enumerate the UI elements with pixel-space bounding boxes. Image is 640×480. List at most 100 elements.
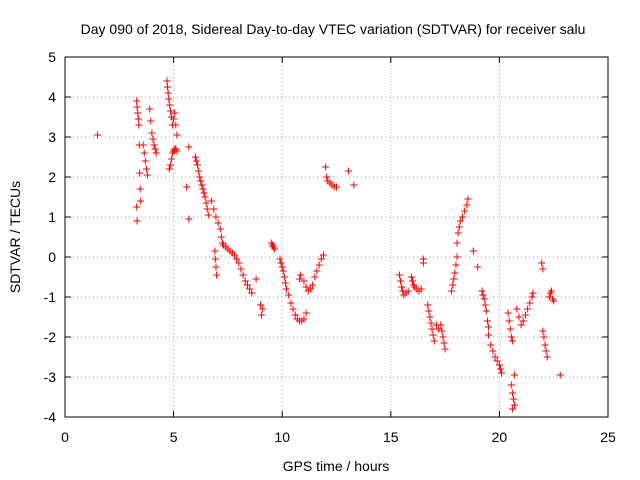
data-point — [185, 143, 193, 151]
data-point — [230, 251, 238, 259]
data-point — [142, 165, 150, 173]
data-point — [504, 309, 512, 317]
data-point — [448, 287, 456, 295]
data-point — [510, 395, 518, 403]
x-axis-label: GPS time / hours — [283, 458, 390, 474]
y-tick-label: 4 — [48, 89, 56, 105]
data-point — [302, 309, 310, 317]
data-point — [281, 279, 289, 287]
data-point — [233, 255, 241, 263]
data-point — [508, 337, 516, 345]
data-point — [481, 301, 489, 309]
data-point — [513, 305, 521, 313]
data-point — [449, 281, 457, 289]
data-point — [140, 149, 148, 157]
data-point — [133, 103, 141, 111]
data-point — [511, 401, 519, 409]
data-point — [277, 259, 285, 267]
data-point — [167, 107, 175, 115]
data-point — [541, 341, 549, 349]
data-point — [430, 337, 438, 345]
data-point — [350, 181, 358, 189]
data-point — [508, 389, 516, 397]
data-point — [485, 323, 493, 331]
data-point — [164, 89, 172, 97]
x-tick-label: 0 — [61, 429, 69, 445]
data-point — [461, 207, 469, 215]
data-point — [474, 263, 482, 271]
data-point — [469, 247, 477, 255]
data-point — [216, 225, 224, 233]
chart-title: Day 090 of 2018, Sidereal Day-to-day VTE… — [81, 21, 586, 37]
data-point — [134, 109, 142, 117]
data-point — [203, 205, 211, 213]
data-point — [165, 95, 173, 103]
data-point — [440, 339, 448, 347]
data-point — [515, 313, 523, 321]
data-point — [441, 345, 449, 353]
data-point — [198, 181, 206, 189]
data-point — [243, 281, 251, 289]
data-point — [453, 253, 461, 261]
data-point — [542, 347, 550, 355]
data-point — [425, 307, 433, 315]
data-point — [201, 193, 209, 201]
y-tick-label: -1 — [44, 289, 57, 305]
y-tick-label: 1 — [48, 209, 56, 225]
data-point — [311, 273, 319, 281]
data-point — [135, 121, 143, 129]
data-point — [278, 263, 286, 271]
y-axis-label: SDTVAR / TECUs — [7, 181, 23, 293]
data-point — [439, 333, 447, 341]
data-point — [195, 167, 203, 175]
plot-frame — [64, 56, 609, 418]
data-point — [94, 131, 102, 139]
data-point — [214, 219, 222, 227]
data-point — [258, 311, 266, 319]
data-point — [246, 285, 254, 293]
data-point — [548, 287, 556, 295]
data-point — [133, 217, 141, 225]
data-point — [172, 121, 180, 129]
data-point — [426, 313, 434, 321]
data-point — [183, 183, 191, 191]
data-point — [141, 157, 149, 165]
data-point — [287, 299, 295, 307]
data-point — [517, 321, 525, 329]
data-point — [463, 201, 471, 209]
data-point — [427, 319, 435, 327]
data-point — [519, 317, 527, 325]
data-point — [276, 255, 284, 263]
data-point — [193, 161, 201, 169]
data-point — [296, 275, 304, 283]
data-point — [489, 347, 497, 355]
data-point — [404, 287, 412, 295]
data-point — [487, 341, 495, 349]
data-point — [173, 131, 181, 139]
data-point — [147, 117, 155, 125]
data-point — [134, 115, 142, 123]
data-point — [505, 317, 513, 325]
data-point — [280, 273, 288, 281]
data-point — [239, 271, 247, 279]
data-point — [344, 167, 352, 175]
y-tick-label: -2 — [44, 329, 57, 345]
data-point — [133, 203, 141, 211]
data-point — [302, 283, 310, 291]
data-point — [508, 405, 516, 413]
y-tick-label: 2 — [48, 169, 56, 185]
data-point — [319, 251, 327, 259]
data-point — [429, 331, 437, 339]
data-point — [453, 239, 461, 247]
data-point — [237, 265, 245, 273]
data-point — [485, 331, 493, 339]
x-tick-label: 20 — [492, 429, 508, 445]
data-point — [259, 305, 267, 313]
data-point — [333, 183, 340, 191]
data-point — [458, 213, 466, 221]
data-point — [248, 289, 256, 297]
data-point — [524, 305, 532, 313]
data-point — [478, 287, 486, 295]
x-tick-label: 10 — [274, 429, 290, 445]
